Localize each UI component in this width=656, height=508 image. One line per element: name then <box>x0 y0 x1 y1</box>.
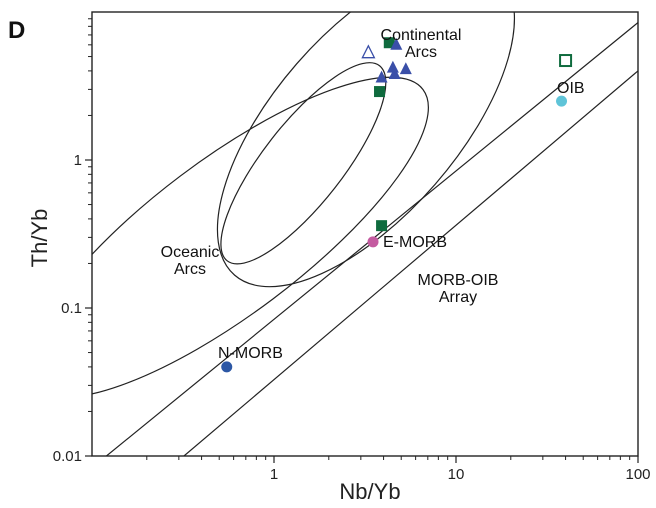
n-morb-point <box>221 361 233 373</box>
y-axis-label: Th/Yb <box>27 209 52 268</box>
data-points <box>221 37 573 373</box>
n-morb-label: N-MORB <box>218 345 283 362</box>
morb-oib-array-lines <box>106 21 638 456</box>
oib-label: OIB <box>557 80 585 97</box>
inner-arc-field <box>220 62 387 265</box>
y-tick-label: 0.1 <box>61 300 82 317</box>
e-morb-point <box>367 236 379 248</box>
sample-triangle-filled <box>375 70 388 83</box>
sample-triangle-open <box>361 44 376 59</box>
array-upper-line <box>106 21 638 456</box>
e-morb-label: E-MORB <box>383 234 447 251</box>
continental-arcs-field <box>216 12 516 288</box>
sample-triangle-filled <box>386 60 399 73</box>
oib-point <box>556 95 568 107</box>
sample-triangle-filled <box>390 37 403 50</box>
y-tick-label: 1 <box>74 152 82 169</box>
sample-square-open <box>559 54 573 68</box>
x-tick-label: 100 <box>625 466 650 483</box>
tectonic-fields <box>92 12 516 399</box>
morb-oib-array-label: MORB-OIB Array <box>418 272 499 306</box>
sample-triangle-filled <box>388 67 401 80</box>
plot-frame <box>91 11 639 457</box>
x-tick-label: 10 <box>448 466 465 483</box>
sample-square-filled <box>383 37 395 49</box>
oceanic-arcs-label: Oceanic Arcs <box>161 244 220 278</box>
array-lower-line <box>183 70 638 456</box>
annotations: Continental Arcs Oceanic Arcs MORB-OIB Array N… <box>161 27 585 362</box>
sample-square-filled <box>374 86 386 98</box>
axis-ticks: 1 10 100 0.01 0.1 1 <box>53 18 651 483</box>
x-axis-label: Nb/Yb <box>339 479 400 504</box>
oceanic-arcs-field <box>92 76 429 399</box>
sample-triangle-filled <box>399 62 412 75</box>
sample-square-filled <box>376 220 388 232</box>
y-tick-label: 0.01 <box>53 448 82 465</box>
x-tick-label: 1 <box>270 466 278 483</box>
continental-arcs-label: Continental Arcs <box>381 27 462 61</box>
panel-label: D <box>8 17 25 44</box>
